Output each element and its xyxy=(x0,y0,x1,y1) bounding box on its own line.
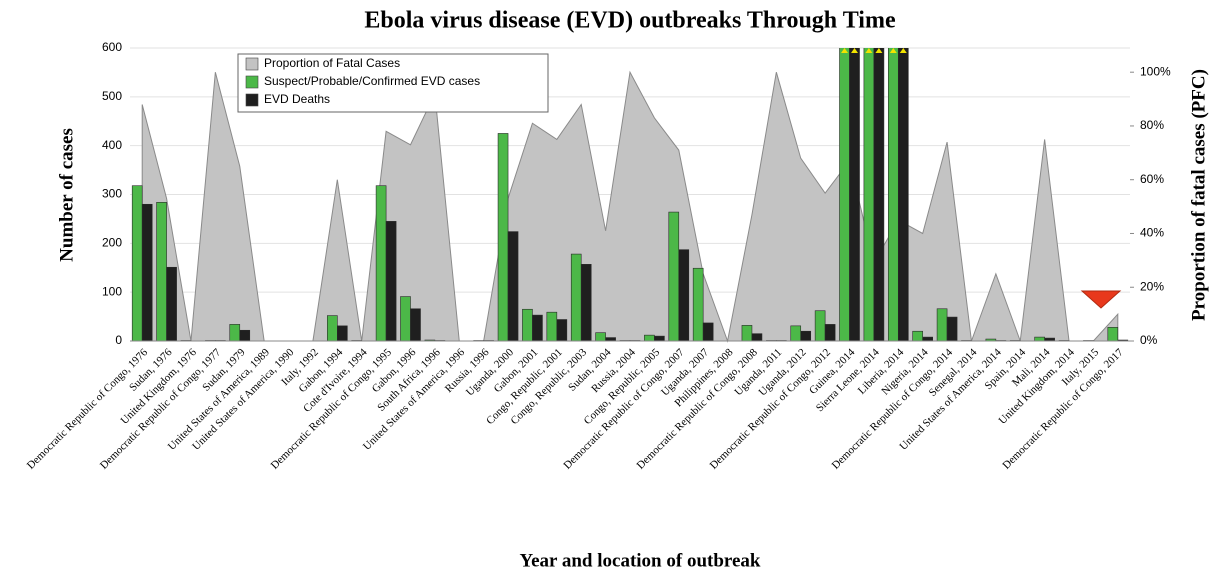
bar xyxy=(157,202,167,341)
x-axis-title: Year and location of outbreak xyxy=(519,550,760,571)
bar xyxy=(230,324,240,341)
bar xyxy=(791,326,801,341)
y-tick-label: 100 xyxy=(102,284,122,298)
y2-tick-label: 100% xyxy=(1140,64,1171,78)
bar xyxy=(913,331,923,341)
bar xyxy=(654,336,664,341)
bar xyxy=(376,186,386,341)
y-tick-label: 300 xyxy=(102,187,122,201)
annotation-arrow xyxy=(1082,291,1120,308)
y-tick-label: 400 xyxy=(102,138,122,152)
legend-label: Suspect/Probable/Confirmed EVD cases xyxy=(264,74,480,88)
bar xyxy=(693,268,703,341)
bar xyxy=(947,317,957,341)
bar xyxy=(532,315,542,341)
area-layer xyxy=(142,72,1118,341)
bar xyxy=(742,325,752,341)
bar xyxy=(522,309,532,341)
y2-tick-label: 20% xyxy=(1140,279,1164,293)
legend: Proportion of Fatal Cases Suspect/Probabl… xyxy=(238,54,548,112)
bar xyxy=(327,316,337,341)
bar xyxy=(410,309,420,341)
bar xyxy=(132,186,142,341)
pfc-area xyxy=(142,72,1118,341)
bar xyxy=(644,335,654,341)
legend-label: Proportion of Fatal Cases xyxy=(264,56,400,70)
y2-tick-label: 60% xyxy=(1140,172,1164,186)
chart-title: Ebola virus disease (EVD) outbreaks Thro… xyxy=(364,8,896,34)
y-axis-title: Number of cases xyxy=(56,128,77,262)
legend-label: EVD Deaths xyxy=(264,92,330,106)
bar xyxy=(752,334,762,341)
bar xyxy=(606,338,616,341)
bar xyxy=(571,254,581,341)
bar xyxy=(703,323,713,341)
bar xyxy=(240,330,250,341)
bar xyxy=(557,320,567,341)
bar xyxy=(825,324,835,341)
bar xyxy=(596,333,606,341)
bar xyxy=(498,133,508,341)
bar xyxy=(581,264,591,341)
legend-swatch xyxy=(246,94,258,106)
bar xyxy=(801,331,811,341)
bar xyxy=(386,221,396,341)
bar xyxy=(142,204,152,341)
bar xyxy=(337,326,347,341)
y-tick-label: 500 xyxy=(102,89,122,103)
bar xyxy=(679,250,689,341)
y2-tick-label: 0% xyxy=(1140,333,1158,347)
y-tick-label: 0 xyxy=(115,333,122,347)
y2-axis-title: Proportion of fatal cases (PFC) xyxy=(1188,69,1209,321)
bar xyxy=(167,267,177,341)
bar xyxy=(1108,327,1118,341)
bar xyxy=(669,212,679,341)
y-tick-label: 200 xyxy=(102,236,122,250)
y2-tick-label: 80% xyxy=(1140,118,1164,132)
bar xyxy=(1035,337,1045,341)
bar xyxy=(547,312,557,341)
y2-tick-label: 40% xyxy=(1140,226,1164,240)
bar xyxy=(400,297,410,341)
legend-swatch xyxy=(246,58,258,70)
y-tick-label: 600 xyxy=(102,40,122,54)
legend-swatch xyxy=(246,76,258,88)
bar xyxy=(937,309,947,341)
bar xyxy=(815,311,825,341)
bar xyxy=(923,337,933,341)
bar xyxy=(508,232,518,341)
